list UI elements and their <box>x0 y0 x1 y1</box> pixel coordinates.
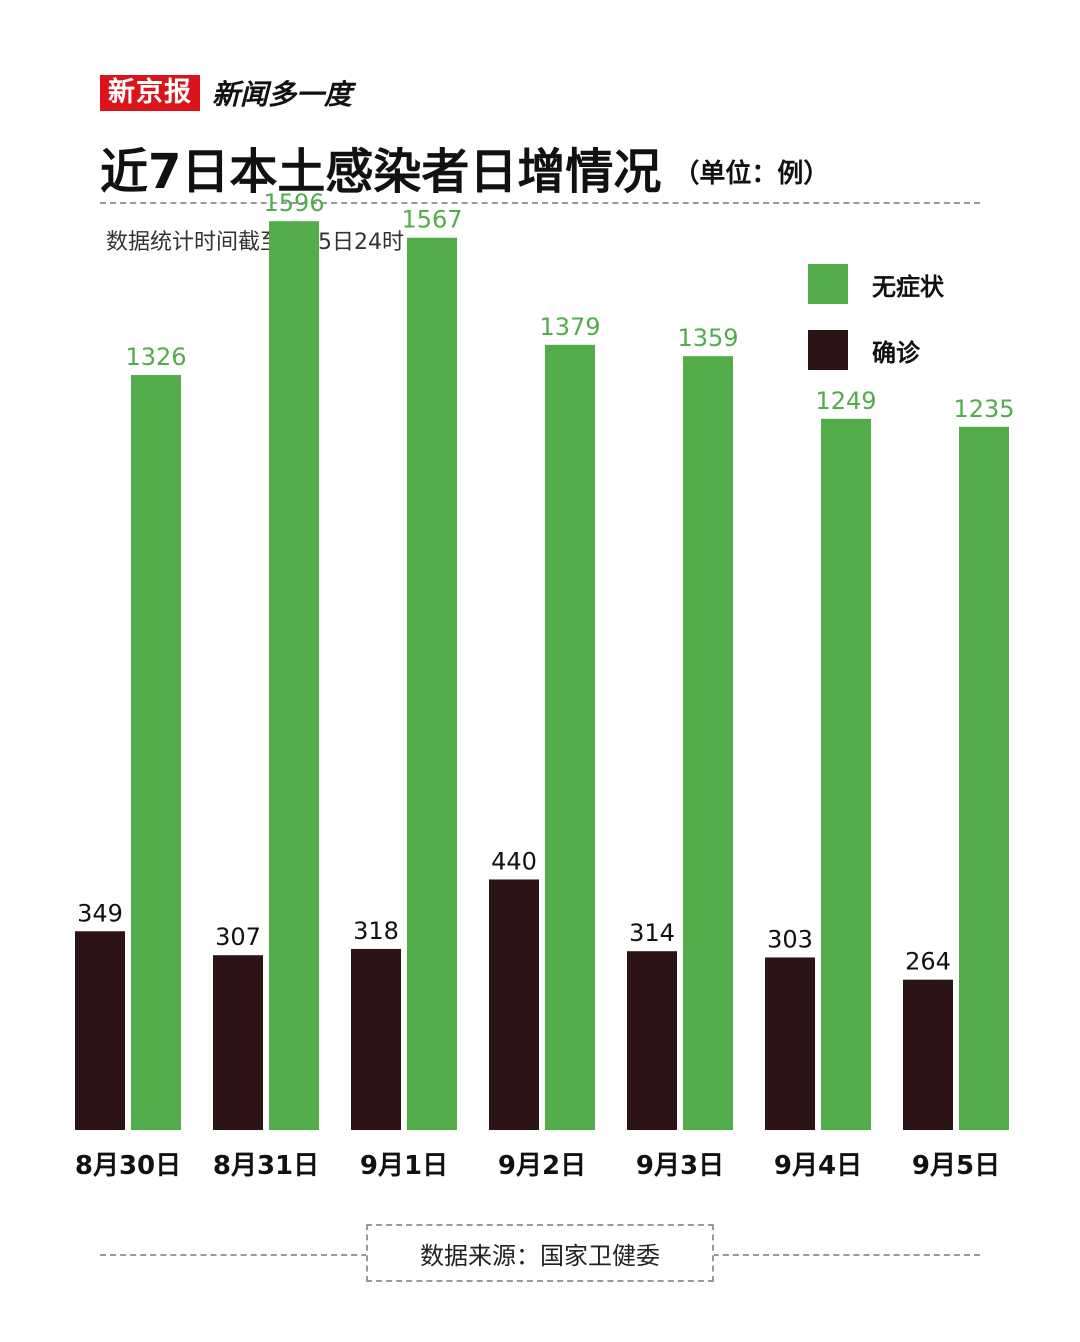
page-title: 近7日本土感染者日增情况 （单位：例） <box>100 132 829 202</box>
legend-label-confirmed: 确诊 <box>872 338 920 367</box>
bar-chart: 349 1326 8月30日 307 1596 8月31日 318 1567 9月1日 440 13… <box>75 189 1015 1181</box>
bar-confirmed-4 <box>489 879 539 1130</box>
data-label-asymptomatic-4: 1379 <box>539 313 600 341</box>
brand-name: 新京报 <box>100 75 200 111</box>
x-tick-label-6: 9月4日 <box>774 1151 862 1181</box>
data-label-confirmed-5: 314 <box>629 919 675 947</box>
header-divider <box>100 202 980 204</box>
bar-asymptomatic-7 <box>959 426 1009 1130</box>
column-name: 新闻多一度 <box>212 78 353 111</box>
bar-asymptomatic-4 <box>545 344 595 1130</box>
data-label-confirmed-3: 318 <box>353 917 399 945</box>
x-tick-label-4: 9月2日 <box>498 1151 586 1181</box>
data-label-asymptomatic-7: 1235 <box>953 395 1014 423</box>
data-label-asymptomatic-3: 1567 <box>401 206 462 234</box>
data-source-box: 数据来源：国家卫健委 <box>366 1224 714 1282</box>
data-label-confirmed-2: 307 <box>215 923 261 951</box>
bar-asymptomatic-5 <box>683 356 733 1130</box>
legend-item-asymptomatic: 无症状 <box>808 264 944 304</box>
legend-label-asymptomatic: 无症状 <box>872 272 944 301</box>
bar-asymptomatic-2 <box>269 221 319 1131</box>
x-tick-label-2: 8月31日 <box>213 1151 319 1181</box>
bar-confirmed-3 <box>351 948 401 1130</box>
data-label-confirmed-7: 264 <box>905 948 951 976</box>
x-tick-label-5: 9月3日 <box>636 1151 724 1181</box>
x-tick-label-1: 8月30日 <box>75 1151 181 1181</box>
data-source: 数据来源：国家卫健委 <box>420 1241 660 1270</box>
chart-title: 近7日本土感染者日增情况 <box>100 144 662 200</box>
data-label-confirmed-1: 349 <box>77 899 123 927</box>
x-tick-label-3: 9月1日 <box>360 1151 448 1181</box>
bar-confirmed-5 <box>627 951 677 1130</box>
brand-logo: 新京报 新闻多一度 <box>100 74 352 112</box>
chart-subtitle: 数据统计时间截至9月5日24时 <box>106 230 404 255</box>
data-label-asymptomatic-6: 1249 <box>815 387 876 415</box>
data-label-confirmed-6: 303 <box>767 925 813 953</box>
legend-swatch-asymptomatic <box>808 264 848 304</box>
bar-confirmed-6 <box>765 957 815 1130</box>
bar-confirmed-2 <box>213 955 263 1130</box>
unit-label: （单位：例） <box>673 159 830 189</box>
x-tick-label-7: 9月5日 <box>912 1151 1000 1181</box>
bar-confirmed-1 <box>75 931 125 1130</box>
data-label-asymptomatic-2: 1596 <box>263 189 324 217</box>
legend-swatch-confirmed <box>808 330 848 370</box>
bar-asymptomatic-6 <box>821 418 871 1131</box>
bar-asymptomatic-1 <box>131 374 181 1131</box>
data-label-asymptomatic-1: 1326 <box>125 343 186 371</box>
data-label-asymptomatic-5: 1359 <box>677 324 738 352</box>
bar-confirmed-7 <box>903 979 953 1130</box>
data-label-confirmed-4: 440 <box>491 847 537 875</box>
bar-asymptomatic-3 <box>407 237 457 1131</box>
legend-item-confirmed: 确诊 <box>808 330 920 370</box>
